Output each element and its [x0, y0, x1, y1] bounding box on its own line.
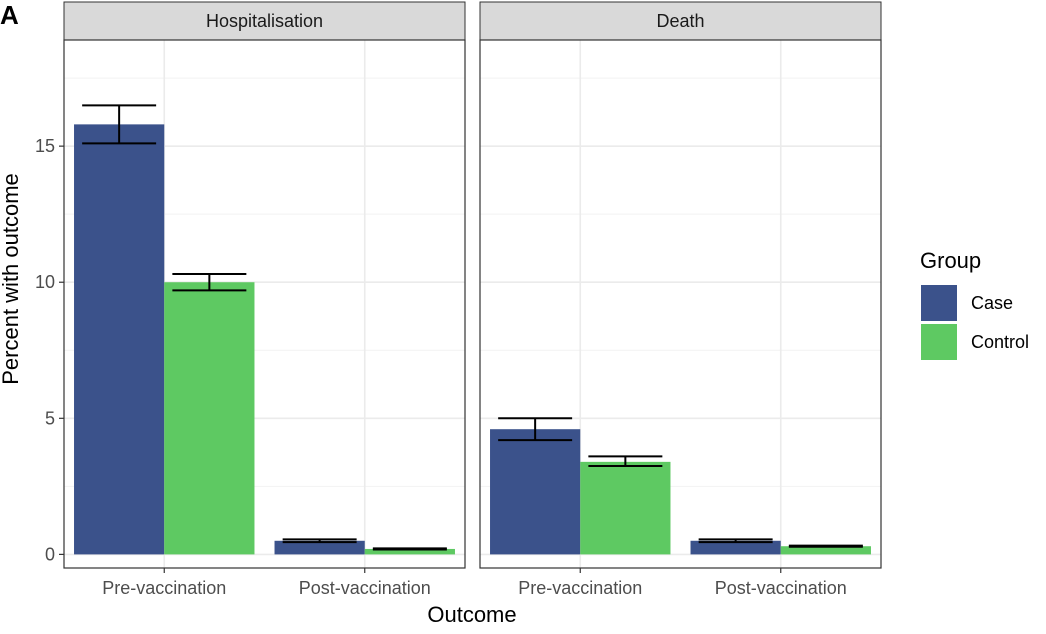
error-bar-case-2 — [282, 538, 357, 544]
facet-panel-2: Death Pre-vaccination Post-vaccination — [479, 1, 882, 598]
bar-case-2 — [274, 540, 365, 555]
facet-strip — [479, 1, 882, 41]
legend-label: Case — [971, 293, 1013, 313]
bar-case-2 — [690, 540, 781, 555]
y-axis-title: Percent with outcome — [0, 173, 23, 385]
legend-entry-case: Case — [921, 285, 1013, 321]
y-tick-label: 0 — [45, 544, 55, 564]
x-tick-label: Pre-vaccination — [518, 578, 642, 598]
error-bar-case-1 — [498, 417, 573, 442]
facet-panels: Hospitalisation Pre-vaccination Post-vacci… — [35, 1, 882, 598]
facet-title: Death — [656, 11, 704, 31]
bar-control-1 — [580, 461, 671, 555]
x-axis-title: Outcome — [427, 602, 516, 627]
error-bar-control-2 — [372, 547, 447, 551]
legend-key — [921, 285, 957, 321]
facet-title: Hospitalisation — [206, 11, 323, 31]
panel-tag: A — [0, 0, 19, 30]
bar-control-2 — [780, 546, 871, 555]
panel-border — [63, 39, 466, 569]
legend-title: Group — [920, 248, 981, 273]
x-tick-label: Pre-vaccination — [102, 578, 226, 598]
error-bar-control-1 — [172, 273, 247, 292]
error-bar-control-1 — [588, 455, 663, 467]
y-tick-label: 5 — [45, 408, 55, 428]
error-bar-case-2 — [698, 538, 773, 544]
x-tick-label: Post-vaccination — [715, 578, 847, 598]
y-tick-label: 10 — [35, 272, 55, 292]
facet-panel-1: Hospitalisation Pre-vaccination Post-vacci… — [35, 1, 466, 598]
bar-case-1 — [74, 124, 165, 555]
bar-case-1 — [490, 429, 581, 555]
bar-control-1 — [164, 282, 255, 555]
error-bar-case-1 — [82, 104, 157, 145]
error-bar-control-2 — [788, 544, 863, 548]
facet-strip — [63, 1, 466, 41]
panel-border — [479, 39, 882, 569]
x-tick-label: Post-vaccination — [299, 578, 431, 598]
legend-key — [921, 324, 957, 360]
legend: Group Case Control — [920, 248, 1029, 360]
legend-entry-control: Control — [921, 324, 1029, 360]
y-tick-label: 15 — [35, 136, 55, 156]
bar-control-2 — [364, 548, 455, 555]
legend-label: Control — [971, 332, 1029, 352]
